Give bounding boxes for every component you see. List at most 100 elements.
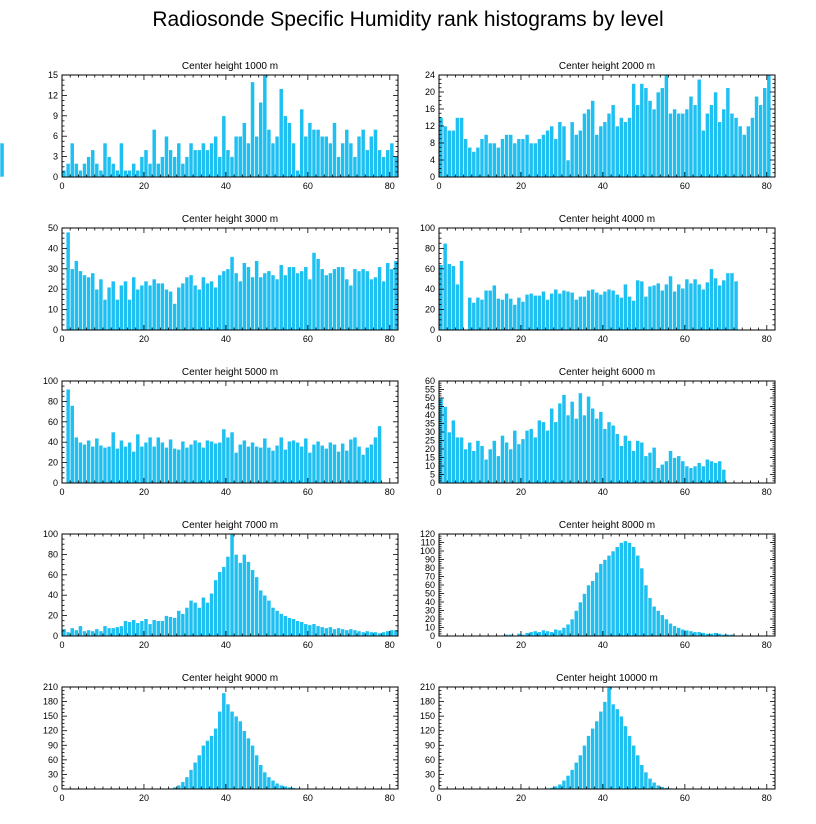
histogram-bar	[639, 83, 645, 178]
histogram-bar	[467, 297, 473, 331]
histogram-bar	[692, 104, 698, 178]
histogram-bar	[442, 125, 448, 178]
histogram-bar	[188, 142, 194, 178]
histogram-bar	[315, 625, 321, 637]
histogram-bar	[471, 302, 477, 331]
histogram-bar	[205, 740, 210, 790]
histogram-bar	[479, 445, 485, 484]
histogram-bar	[623, 121, 628, 178]
y-tick-label: 80	[425, 563, 435, 573]
histogram-bar	[225, 149, 231, 178]
histogram-bar	[278, 613, 284, 637]
histogram-bar	[114, 448, 120, 484]
y-tick-label: 0	[430, 325, 435, 335]
histogram-bar	[528, 631, 534, 637]
histogram-bar	[127, 621, 132, 637]
histogram-bar	[164, 615, 169, 637]
x-tick-label: 20	[516, 640, 526, 650]
histogram-bar	[733, 117, 739, 178]
histogram-bar	[360, 454, 366, 484]
histogram-bar	[278, 88, 284, 178]
histogram-bar	[315, 440, 321, 484]
histogram-bar	[545, 129, 550, 178]
histogram-bar	[737, 125, 743, 178]
x-tick-label: 0	[436, 640, 441, 650]
x-tick-label: 20	[516, 793, 526, 803]
histogram-bar	[352, 156, 358, 178]
histogram-bar	[78, 625, 83, 637]
histogram-bar	[565, 290, 571, 331]
histogram-panel-4: Center height 4000 m 0 20 40 60 80 0 20 40 60 80 10…	[420, 214, 776, 344]
histogram-bar	[651, 605, 657, 637]
histogram-bar	[147, 623, 153, 637]
histogram-bar	[553, 421, 559, 484]
histogram-bar	[291, 142, 296, 178]
histogram-bar	[524, 293, 530, 331]
histogram-bar	[164, 135, 169, 178]
histogram-bar	[561, 394, 567, 484]
histogram-bar	[176, 286, 182, 331]
histogram-bar	[561, 627, 567, 637]
histogram-bar	[295, 169, 300, 178]
histogram-bar	[647, 100, 653, 178]
histogram-bar	[119, 625, 124, 637]
y-tick-label: 70	[425, 572, 435, 582]
histogram-bar	[582, 593, 587, 637]
histogram-bar	[287, 440, 292, 484]
histogram-bar	[635, 279, 641, 331]
histogram-bar	[373, 276, 378, 331]
chart-main-title: Radiosonde Specific Humidity rank histog…	[152, 8, 664, 31]
histogram-bar	[274, 610, 280, 637]
histogram-bar	[114, 169, 120, 178]
histogram-bar	[172, 156, 178, 178]
histogram-bar	[504, 292, 509, 331]
y-tick-label: 20	[425, 444, 435, 454]
histogram-bar	[135, 288, 141, 331]
x-tick-label: 0	[59, 487, 64, 497]
histogram-bar	[233, 715, 239, 790]
histogram-bar	[328, 142, 333, 178]
histogram-bar	[213, 579, 219, 637]
y-tick-label: 0	[430, 784, 435, 794]
y-tick-label: 45	[425, 402, 435, 412]
y-tick-label: 15	[48, 70, 58, 80]
histogram-bar	[78, 169, 83, 178]
histogram-bar	[299, 108, 305, 178]
histogram-bar	[258, 764, 264, 790]
histogram-bar	[655, 91, 661, 178]
histogram-bar	[700, 129, 706, 178]
histogram-bar	[692, 465, 698, 484]
x-tick-label: 0	[59, 334, 64, 344]
y-tick-label: 30	[48, 769, 58, 779]
histogram-bar	[606, 686, 612, 790]
histogram-bar	[676, 112, 682, 178]
histogram-bar	[274, 135, 280, 178]
y-tick-label: 0	[53, 325, 58, 335]
x-tick-label: 40	[221, 640, 231, 650]
histogram-bar	[110, 163, 116, 178]
histogram-bar	[323, 274, 329, 331]
histogram-bar	[377, 425, 382, 484]
histogram-bar	[201, 446, 206, 484]
histogram-bar	[508, 298, 514, 331]
histogram-bar	[705, 281, 710, 331]
histogram-bar	[225, 436, 231, 484]
histogram-bar	[311, 252, 317, 331]
histogram-bar	[541, 629, 546, 637]
histogram-bar	[721, 108, 727, 178]
y-tick-label: 80	[425, 243, 435, 253]
histogram-bar	[455, 436, 460, 484]
histogram-bar	[348, 142, 354, 178]
histogram-bar	[164, 288, 169, 331]
histogram-bar	[741, 134, 747, 178]
histogram-bar	[237, 135, 243, 178]
histogram-bar	[442, 243, 448, 331]
histogram-bar	[573, 761, 579, 790]
histogram-bar	[655, 282, 661, 331]
histogram-bar	[155, 620, 161, 637]
histogram-bar	[168, 290, 173, 331]
histogram-bar	[557, 292, 563, 331]
y-tick-label: 60	[48, 570, 58, 580]
histogram-bar	[705, 458, 710, 484]
panel-title: Center height 1000 m	[182, 61, 278, 72]
